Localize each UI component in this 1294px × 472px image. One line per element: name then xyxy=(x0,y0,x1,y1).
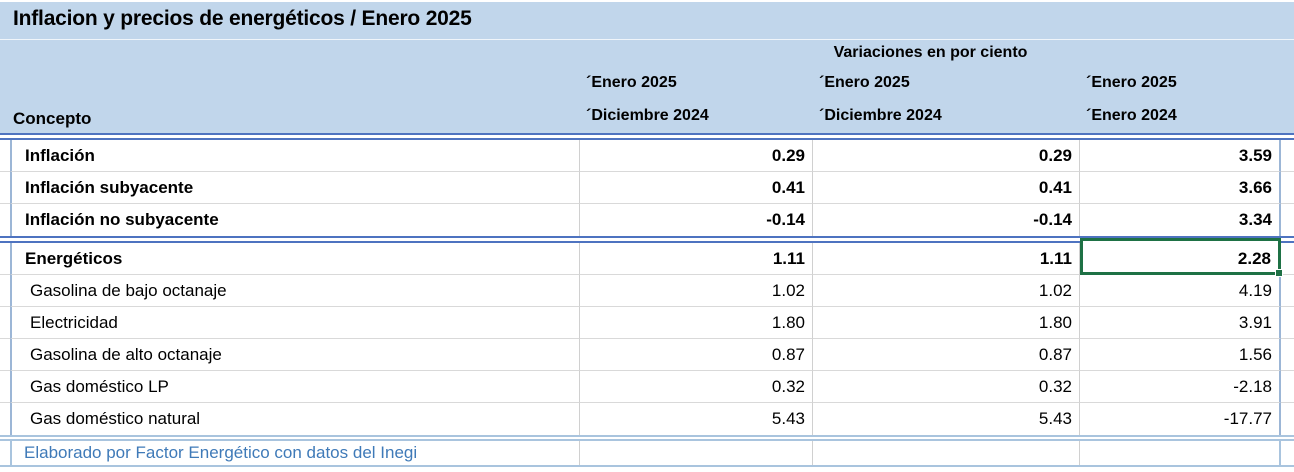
right-gutter-cell xyxy=(1281,307,1294,339)
left-gutter-cell xyxy=(0,275,10,307)
concept-column-header[interactable]: Concepto xyxy=(13,109,92,128)
table-header: Inflacion y precios de energéticos / Ene… xyxy=(0,0,1294,133)
value-cell[interactable]: 0.29 xyxy=(580,140,813,172)
concept-cell[interactable]: Gas doméstico natural xyxy=(10,403,580,435)
page-title[interactable]: Inflacion y precios de energéticos / Ene… xyxy=(13,7,472,30)
table-row: Gas doméstico natural 5.43 5.43 -17.77 xyxy=(0,403,1294,435)
left-gutter-cell xyxy=(0,339,10,371)
table-row: Gasolina de alto octanaje 0.87 0.87 1.56 xyxy=(0,339,1294,371)
concept-cell[interactable]: Gasolina de alto octanaje xyxy=(10,339,580,371)
table-row: Electricidad 1.80 1.80 3.91 xyxy=(0,307,1294,339)
value-cell[interactable]: 3.59 xyxy=(1080,140,1281,172)
value-cell[interactable]: -0.14 xyxy=(580,204,813,236)
fill-handle[interactable] xyxy=(1275,269,1283,277)
right-gutter-cell xyxy=(1281,204,1294,236)
concept-cell[interactable]: Gas doméstico LP xyxy=(10,371,580,403)
value-cell[interactable]: 3.91 xyxy=(1080,307,1281,339)
left-gutter-cell xyxy=(0,204,10,236)
footer-gap xyxy=(0,437,1294,439)
value-cell[interactable]: -0.14 xyxy=(813,204,1080,236)
value-cell[interactable]: 1.11 xyxy=(813,243,1080,275)
left-gutter-cell xyxy=(0,307,10,339)
concept-cell[interactable]: Inflación xyxy=(10,140,580,172)
concept-cell[interactable]: Inflación subyacente xyxy=(10,172,580,204)
table-row: Gasolina de bajo octanaje 1.02 1.02 4.19 xyxy=(0,275,1294,307)
value-cell[interactable]: 1.80 xyxy=(813,307,1080,339)
empty-cell[interactable] xyxy=(813,441,1080,465)
value-cell[interactable]: 0.32 xyxy=(813,371,1080,403)
section-divider xyxy=(0,236,1294,243)
column-header-3[interactable]: ´Enero 2025 ´Enero 2024 xyxy=(1086,66,1177,132)
right-gutter-cell xyxy=(1281,275,1294,307)
left-gutter-cell xyxy=(0,441,10,465)
selected-cell-value: 2.28 xyxy=(1237,249,1271,268)
table-row: Gas doméstico LP 0.32 0.32 -2.18 xyxy=(0,371,1294,403)
concept-cell[interactable]: Gasolina de bajo octanaje xyxy=(10,275,580,307)
left-gutter-cell xyxy=(0,243,10,275)
right-gutter-cell xyxy=(1281,403,1294,435)
empty-cell[interactable] xyxy=(1080,441,1281,465)
value-cell[interactable]: 3.66 xyxy=(1080,172,1281,204)
left-gutter-cell xyxy=(0,371,10,403)
source-credit[interactable]: Elaborado por Factor Energético con dato… xyxy=(10,441,580,465)
value-cell[interactable]: 0.87 xyxy=(580,339,813,371)
value-cell[interactable]: 0.32 xyxy=(580,371,813,403)
value-cell[interactable]: 4.19 xyxy=(1080,275,1281,307)
column-header-line2: ´Diciembre 2024 xyxy=(819,107,942,124)
column-header-2[interactable]: ´Enero 2025 ´Diciembre 2024 xyxy=(819,66,942,132)
right-gutter-cell xyxy=(1281,441,1294,465)
right-gutter-cell xyxy=(1281,243,1294,275)
column-header-line1: ´Enero 2025 xyxy=(819,74,910,91)
table-row: Inflación 0.29 0.29 3.59 xyxy=(0,140,1294,172)
value-cell[interactable]: 5.43 xyxy=(580,403,813,435)
concept-cell[interactable]: Energéticos xyxy=(10,243,580,275)
selected-cell[interactable]: 2.28 xyxy=(1080,238,1283,277)
value-cell[interactable]: 1.56 xyxy=(1080,339,1281,371)
column-header-line1: ´Enero 2025 xyxy=(586,74,677,91)
value-cell[interactable]: 5.43 xyxy=(813,403,1080,435)
table-row: Energéticos 1.11 1.11 2.28 xyxy=(0,238,1294,277)
right-gutter-cell xyxy=(1281,339,1294,371)
value-cell[interactable]: 0.29 xyxy=(813,140,1080,172)
value-cell[interactable]: 1.02 xyxy=(813,275,1080,307)
value-cell[interactable]: 1.80 xyxy=(580,307,813,339)
value-cell[interactable]: 1.02 xyxy=(580,275,813,307)
table-row: Inflación subyacente 0.41 0.41 3.66 xyxy=(0,172,1294,204)
left-gutter-cell xyxy=(0,403,10,435)
value-cell[interactable]: 0.87 xyxy=(813,339,1080,371)
concept-cell[interactable]: Inflación no subyacente xyxy=(10,204,580,236)
column-header-line1: ´Enero 2025 xyxy=(1086,74,1177,91)
table-row: Inflación no subyacente -0.14 -0.14 3.34 xyxy=(0,204,1294,236)
empty-cell[interactable] xyxy=(580,441,813,465)
source-row: Elaborado por Factor Energético con dato… xyxy=(0,439,1294,467)
value-cell[interactable]: 0.41 xyxy=(813,172,1080,204)
right-gutter-cell xyxy=(1281,371,1294,403)
value-cell[interactable]: -17.77 xyxy=(1080,403,1281,435)
column-header-line2: ´Diciembre 2024 xyxy=(586,107,709,124)
section-divider xyxy=(0,133,1294,140)
title-row-divider xyxy=(0,39,1294,40)
value-cell[interactable]: 1.11 xyxy=(580,243,813,275)
left-gutter-cell xyxy=(0,172,10,204)
value-cell[interactable]: 0.41 xyxy=(580,172,813,204)
table-bottom-border xyxy=(0,435,1294,437)
concept-cell[interactable]: Electricidad xyxy=(10,307,580,339)
left-gutter-cell xyxy=(0,140,10,172)
right-gutter-cell xyxy=(1281,140,1294,172)
column-group-label[interactable]: Variaciones en por ciento xyxy=(833,44,1028,61)
value-cell[interactable]: 3.34 xyxy=(1080,204,1281,236)
right-gutter-cell xyxy=(1281,172,1294,204)
column-header-line2: ´Enero 2024 xyxy=(1086,107,1177,124)
value-cell[interactable]: -2.18 xyxy=(1080,371,1281,403)
column-header-1[interactable]: ´Enero 2025 ´Diciembre 2024 xyxy=(586,66,709,132)
